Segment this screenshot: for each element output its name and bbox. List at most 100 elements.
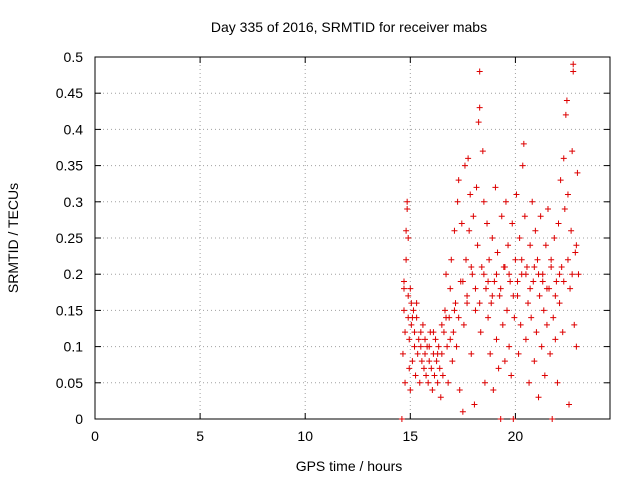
data-point [482, 285, 489, 292]
data-point [528, 314, 535, 321]
data-point [532, 227, 539, 234]
data-point [574, 169, 581, 176]
x-tick-label: 0 [91, 428, 99, 444]
data-point [491, 278, 498, 285]
y-tick-label: 0.25 [56, 230, 83, 246]
data-point [535, 394, 542, 401]
data-points [398, 61, 582, 422]
axis-ticks: 0 5 10 15 20 0 0.05 0.1 0.15 0.2 0.25 0.3 0.35 0.4 0.4… [56, 49, 610, 444]
x-tick-label: 15 [403, 428, 419, 444]
data-point [416, 379, 423, 386]
data-point [533, 329, 540, 336]
data-point [573, 242, 580, 249]
data-point [553, 278, 560, 285]
data-point [492, 184, 499, 191]
data-point [408, 300, 415, 307]
data-point [449, 358, 456, 365]
x-tick-label: 5 [196, 428, 204, 444]
data-point [494, 249, 501, 256]
data-point [514, 278, 521, 285]
data-point [496, 292, 503, 299]
data-point [485, 278, 492, 285]
data-point [406, 365, 413, 372]
data-point [489, 292, 496, 299]
data-point [508, 372, 515, 379]
data-point [529, 198, 536, 205]
data-point [573, 343, 580, 350]
data-point [564, 256, 571, 263]
plot-frame [94, 56, 611, 420]
data-point [526, 379, 533, 386]
data-point [572, 249, 579, 256]
data-point [515, 350, 522, 357]
data-point [466, 227, 473, 234]
data-point [444, 343, 451, 350]
data-point [525, 300, 532, 307]
data-point [486, 256, 493, 263]
data-point [474, 242, 481, 249]
data-point [560, 278, 567, 285]
y-tick-label: 0.5 [64, 49, 84, 65]
data-point [522, 336, 529, 343]
data-point [562, 111, 569, 118]
data-point [408, 321, 415, 328]
data-point [550, 314, 557, 321]
data-point [455, 314, 462, 321]
data-point [510, 292, 517, 299]
data-point [489, 235, 496, 241]
data-point [495, 365, 502, 372]
data-point [469, 271, 476, 278]
data-point [443, 271, 450, 278]
data-point [402, 329, 409, 336]
data-point [415, 336, 422, 343]
data-point [564, 191, 571, 198]
y-axis-label: SRMTID / TECUs [5, 183, 21, 293]
data-point [498, 213, 505, 220]
data-point [407, 285, 414, 292]
data-point [493, 271, 500, 278]
data-point [434, 350, 441, 357]
data-point [456, 387, 463, 394]
y-tick-label: 0.15 [56, 302, 83, 318]
data-point [467, 191, 474, 198]
data-point [404, 206, 411, 213]
data-point [556, 300, 563, 307]
data-point [471, 401, 478, 408]
data-point [527, 285, 534, 292]
data-point [490, 387, 497, 394]
data-point [425, 379, 432, 386]
data-point [453, 343, 460, 350]
y-tick-label: 0.05 [56, 375, 83, 391]
data-point [426, 343, 433, 350]
data-point [413, 300, 420, 307]
data-point [429, 387, 436, 394]
data-point [431, 372, 438, 379]
data-point [569, 148, 576, 155]
data-point [493, 336, 500, 343]
data-point [422, 336, 429, 343]
data-point [571, 321, 578, 328]
data-point [566, 401, 573, 408]
data-point [445, 379, 452, 386]
grid-lines [95, 57, 610, 419]
data-point [555, 220, 562, 227]
data-point [548, 263, 555, 270]
data-point [434, 379, 441, 386]
data-point [538, 343, 545, 350]
data-point [422, 350, 429, 357]
data-point [441, 307, 448, 314]
data-point [568, 227, 575, 234]
data-point [451, 227, 458, 234]
data-point [554, 379, 561, 386]
data-point [403, 256, 410, 263]
data-point [540, 307, 547, 314]
data-point [403, 227, 410, 234]
data-point [501, 263, 508, 270]
data-point [451, 307, 458, 314]
data-point [432, 336, 439, 343]
data-point [402, 379, 409, 386]
data-point [460, 321, 467, 328]
data-point [477, 329, 484, 336]
data-point [419, 321, 426, 328]
data-point [430, 329, 437, 336]
